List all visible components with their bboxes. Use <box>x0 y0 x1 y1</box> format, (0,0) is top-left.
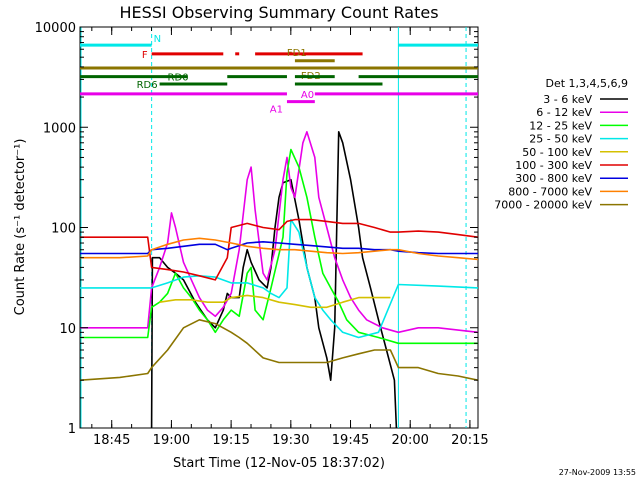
x-tick-label: 18:45 <box>93 433 130 448</box>
plot-area: NFFD1FD2RD0RD6A0A1 <box>79 26 479 429</box>
y-tick-label: 1000 <box>43 121 76 136</box>
flag-fd1: FD1 <box>287 48 335 63</box>
flag-f: F <box>142 50 363 61</box>
x-tick-label: 19:30 <box>272 433 309 448</box>
series-line-6 <box>80 241 478 255</box>
x-tick-label: 19:00 <box>153 433 190 448</box>
y-tick-label: 10 <box>59 322 76 337</box>
flag-label: N <box>154 34 161 45</box>
legend-item: 12 - 25 keV <box>529 119 628 132</box>
legend-item: 6 - 12 keV <box>536 106 628 119</box>
legend-label: 50 - 100 keV <box>522 146 592 159</box>
legend-label: 800 - 7000 keV <box>508 185 592 198</box>
x-tick-label: 19:15 <box>212 433 249 448</box>
legend-item: 800 - 7000 keV <box>508 185 628 198</box>
legend-item: 300 - 800 keV <box>515 172 628 185</box>
legend-label: 100 - 300 keV <box>515 159 592 172</box>
y-tick-label: 10000 <box>35 21 76 36</box>
series-line-3 <box>80 218 479 339</box>
series-line-5 <box>80 218 479 281</box>
legend-label: 25 - 50 keV <box>529 133 592 146</box>
flag-rd0: RD0 <box>80 73 478 84</box>
y-tick-label: 100 <box>51 222 76 237</box>
flag-label: FD1 <box>287 48 307 59</box>
flag-label: F <box>142 50 148 61</box>
flag-label: A0 <box>301 90 314 101</box>
flag-n: N <box>80 34 478 47</box>
legend-label: 3 - 6 keV <box>543 93 592 106</box>
legend-label: 7000 - 20000 keV <box>494 199 592 212</box>
series-line-1 <box>80 131 479 334</box>
legend-item: 100 - 300 keV <box>515 159 628 172</box>
legend-label: 300 - 800 keV <box>515 172 592 185</box>
legend-label: 6 - 12 keV <box>536 106 592 119</box>
series-line-7 <box>80 237 479 261</box>
series-line-2 <box>80 148 478 345</box>
legend-item: 3 - 6 keV <box>543 93 628 106</box>
y-tick-label: 1 <box>68 422 76 437</box>
flag-label: A1 <box>270 105 283 116</box>
legend-item: 7000 - 20000 keV <box>494 199 628 212</box>
flag-a1: A1 <box>270 100 315 116</box>
chart-title: HESSI Observing Summary Count Rates <box>119 3 438 22</box>
series-line-0 <box>150 131 398 429</box>
legend-item: 25 - 50 keV <box>529 133 628 146</box>
series-line-4 <box>159 294 391 309</box>
x-tick-label: 20:15 <box>451 433 488 448</box>
x-tick-label: 20:00 <box>391 433 428 448</box>
flag-label: RD6 <box>137 80 158 91</box>
legend-label: 12 - 25 keV <box>529 119 592 132</box>
flag-label: RD0 <box>168 73 189 84</box>
legend-item: 50 - 100 keV <box>522 146 628 159</box>
x-axis-label: Start Time (12-Nov-05 18:37:02) <box>173 456 385 471</box>
flag-rd6: RD6 <box>137 80 383 91</box>
footer-timestamp: 27-Nov-2009 13:55 <box>559 468 636 477</box>
y-axis-label: Count Rate (s⁻¹ detector⁻¹) <box>13 139 28 316</box>
flag-a0: A0 <box>80 90 478 101</box>
series-line-8 <box>79 319 479 381</box>
legend-title: Det 1,3,4,5,6,9 <box>545 77 628 90</box>
axis-ticks: 18:45 19:00 19:15 19:30 19:45 20:00 20:15 1 10 10… <box>35 21 489 448</box>
x-tick-label: 19:45 <box>332 433 369 448</box>
